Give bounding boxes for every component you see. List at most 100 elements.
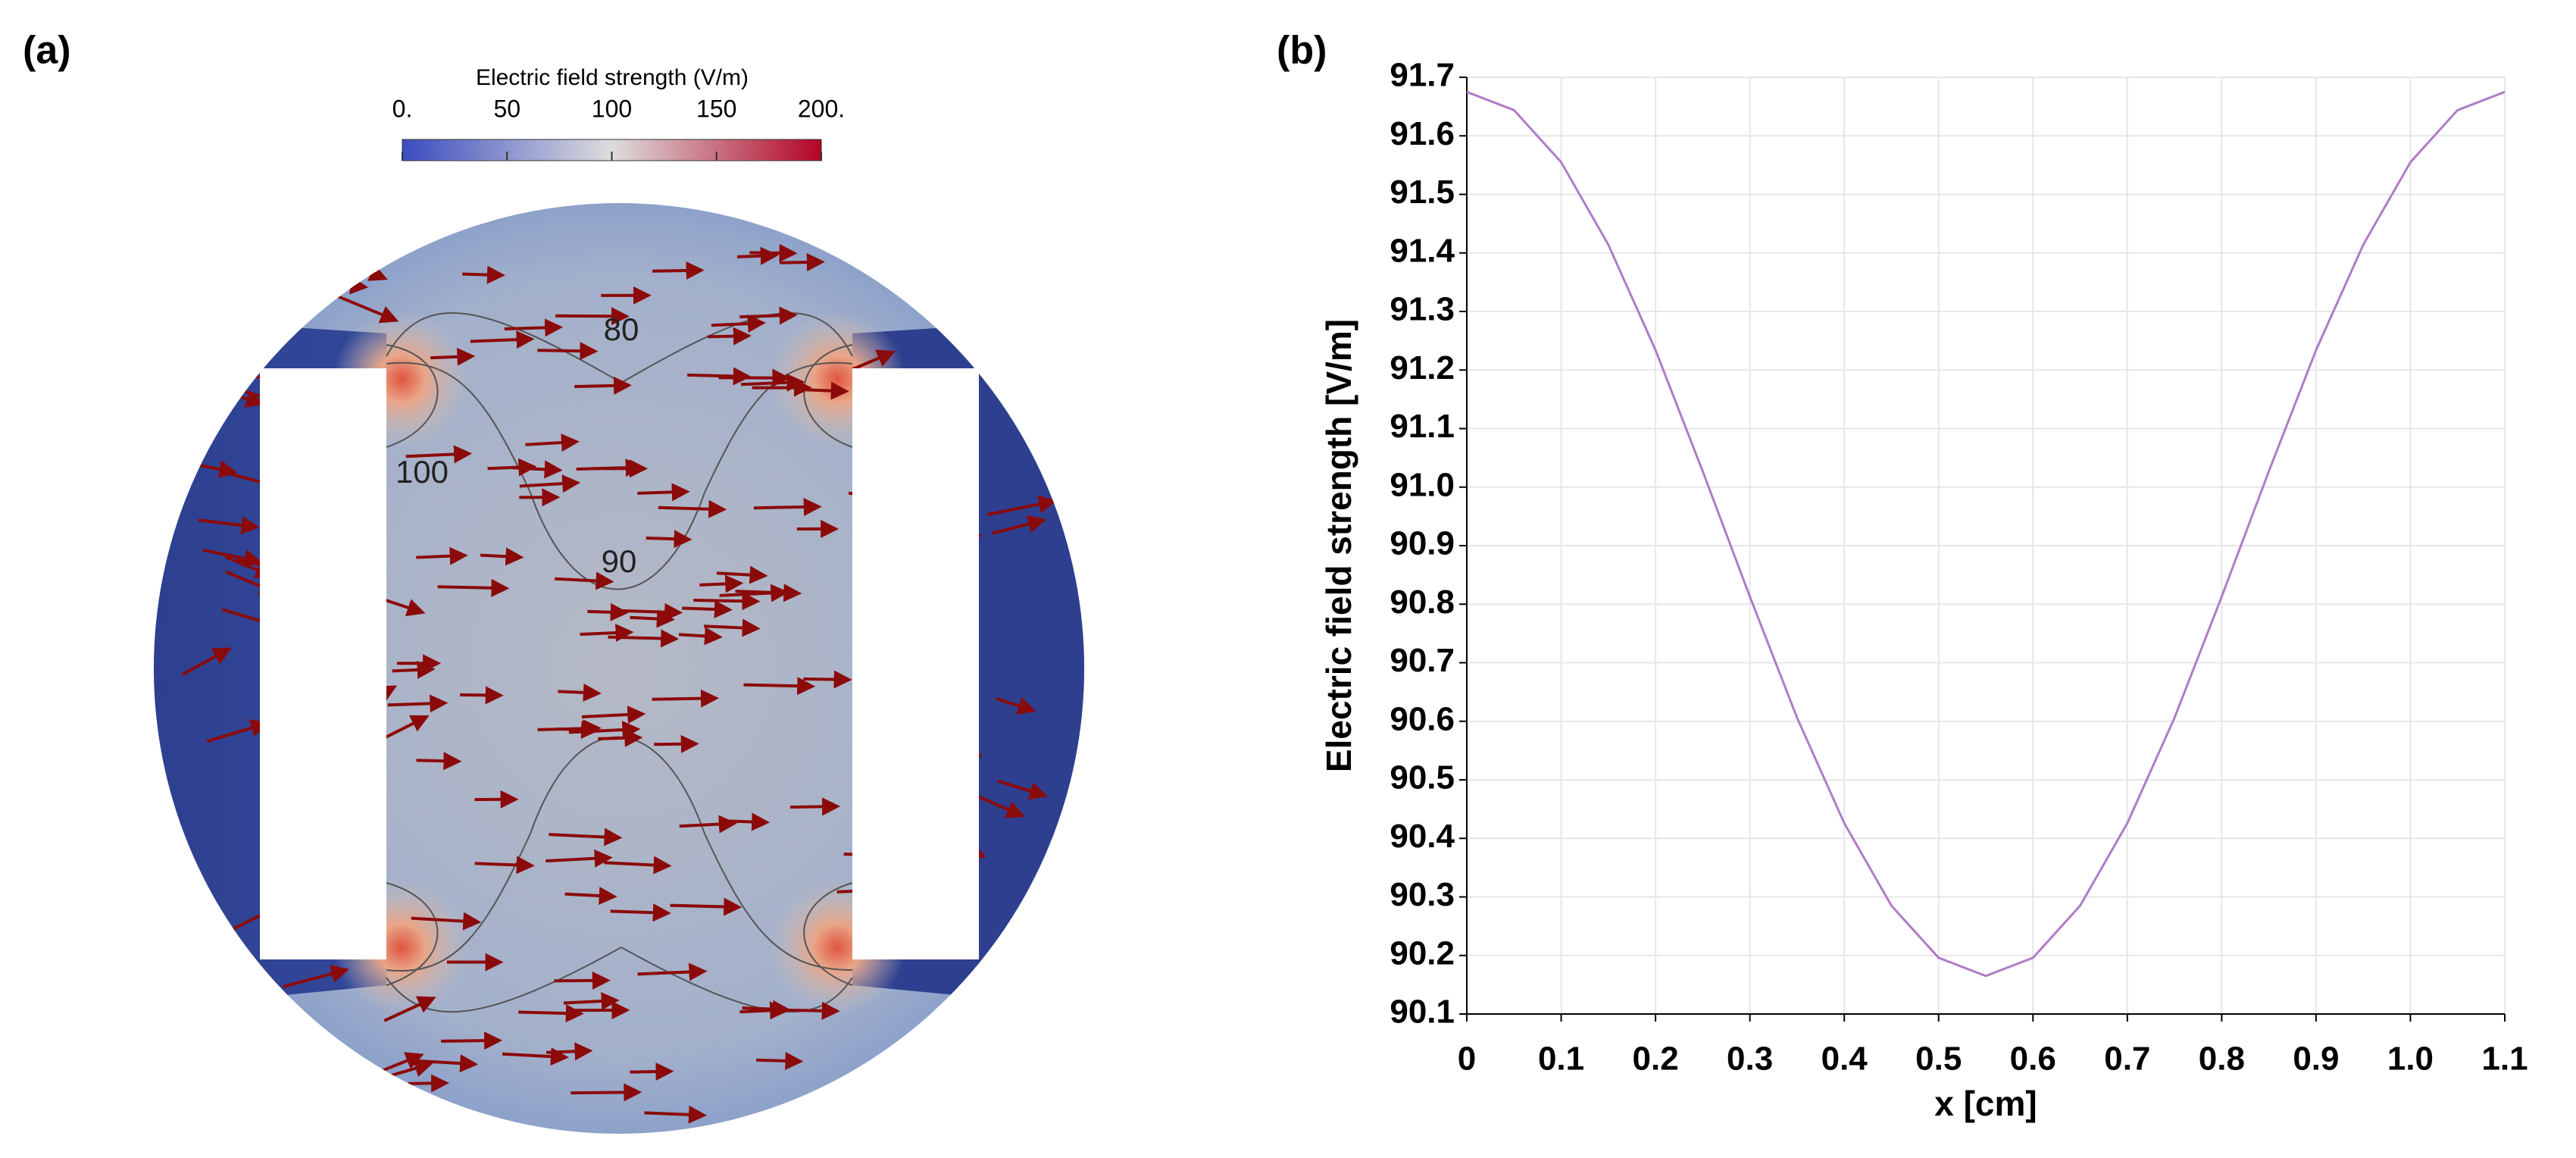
field-vector <box>679 815 737 834</box>
y-tick-label: 90.2 <box>1390 934 1455 972</box>
field-vector <box>1002 1027 1051 1046</box>
field-vector <box>502 1047 569 1066</box>
field-vector <box>789 797 841 816</box>
colorbar-tick-label: 150 <box>696 95 736 122</box>
field-vector <box>460 686 504 705</box>
data-line <box>1466 90 2506 978</box>
x-tick-label: 0.7 <box>2104 1041 2150 1078</box>
field-vector <box>387 694 449 713</box>
x-tick-label: 0.2 <box>1633 1041 1679 1078</box>
field-vector <box>519 474 581 493</box>
y-tick-label: 90.7 <box>1390 642 1455 679</box>
y-axis-label: Electric field strength [V/m] <box>1319 319 1358 772</box>
field-vector <box>405 445 473 464</box>
colorbar-title: Electric field strength (V/m) <box>476 65 749 90</box>
field-vector <box>563 992 620 1011</box>
y-tick-label: 90.9 <box>1390 525 1455 562</box>
field-vector <box>246 997 286 1020</box>
field-vector <box>884 1106 950 1130</box>
x-tick-label: 0.5 <box>1915 1041 1962 1078</box>
field-vector <box>608 629 680 648</box>
field-vector <box>739 306 798 325</box>
colorbar-tick-label: 200. <box>798 95 845 122</box>
x-tick-label: 0.6 <box>2010 1041 2056 1078</box>
field-vector <box>749 243 798 262</box>
field-vector <box>722 812 771 831</box>
field-vector <box>598 728 643 747</box>
field-vector <box>992 515 1047 535</box>
field-vector <box>637 962 708 981</box>
field-vector <box>654 734 699 753</box>
field-vector <box>803 381 849 400</box>
field-vector <box>470 330 535 349</box>
field-vector <box>330 292 399 324</box>
field-vector <box>555 571 614 590</box>
electrode <box>852 368 979 959</box>
field-vector <box>644 1105 708 1124</box>
field-vector <box>739 1001 789 1020</box>
y-tick-label: 91.1 <box>1390 408 1455 445</box>
field-vector <box>416 546 468 565</box>
field-vector <box>652 689 720 708</box>
colorbar-tick-label: 0. <box>392 95 413 122</box>
field-vector <box>323 251 388 281</box>
field-vector <box>283 965 350 988</box>
field-vector <box>411 912 482 931</box>
field-vector <box>997 779 1048 800</box>
y-tick-label: 90.3 <box>1390 876 1455 913</box>
field-vector <box>996 696 1036 715</box>
field-vector <box>1001 944 1072 970</box>
field-vector <box>717 565 768 584</box>
field-vector <box>894 1080 946 1103</box>
field-vector <box>555 307 630 326</box>
y-tick-label: 91.3 <box>1390 291 1455 328</box>
field-vector <box>437 578 510 597</box>
field-vector <box>693 592 761 611</box>
field-vector <box>549 828 623 847</box>
field-vector <box>682 599 733 618</box>
y-tick-label: 91.7 <box>1390 57 1455 94</box>
field-vector <box>678 627 723 646</box>
field-vector <box>987 233 1038 254</box>
field-vector <box>580 623 634 642</box>
field-vector <box>1006 295 1071 324</box>
x-tick-label: 0.1 <box>1538 1041 1584 1078</box>
contour-label: 80 <box>604 311 639 347</box>
colorbar-tick-label: 50 <box>493 95 521 122</box>
x-tick-label: 0 <box>1458 1041 1476 1078</box>
field-vector <box>392 660 436 679</box>
field-vector <box>1010 1105 1060 1123</box>
field-vector <box>181 647 232 677</box>
field-vector <box>786 1001 840 1020</box>
field-vector <box>780 253 825 272</box>
field-vector <box>383 996 436 1022</box>
y-tick-label: 90.4 <box>1390 818 1455 855</box>
field-vector <box>711 315 766 333</box>
colorbar-tick-label: 100 <box>592 95 632 122</box>
field-vector <box>756 1051 804 1070</box>
field-vector <box>480 547 524 566</box>
contour-label: 100 <box>395 454 449 490</box>
field-vector <box>968 998 1030 1027</box>
field-vector <box>610 903 671 922</box>
field-vector <box>614 602 683 621</box>
field-vector <box>646 530 692 549</box>
field-vector <box>986 495 1058 517</box>
contour-label: 90 <box>602 543 637 579</box>
field-vector <box>753 497 822 516</box>
y-tick-label: 90.5 <box>1390 759 1455 797</box>
field-vector <box>743 677 816 696</box>
field-vector <box>504 318 564 337</box>
field-vector <box>295 259 358 287</box>
y-tick-label: 90.8 <box>1390 584 1455 621</box>
x-tick-label: 1.1 <box>2481 1041 2528 1078</box>
x-tick-label: 0.4 <box>1821 1041 1868 1078</box>
field-vector <box>462 265 505 284</box>
field-vector <box>703 618 761 637</box>
field-vector <box>1012 240 1056 258</box>
field-vector <box>736 246 779 265</box>
field-vector <box>518 1004 584 1023</box>
y-tick-label: 91.6 <box>1390 115 1455 152</box>
